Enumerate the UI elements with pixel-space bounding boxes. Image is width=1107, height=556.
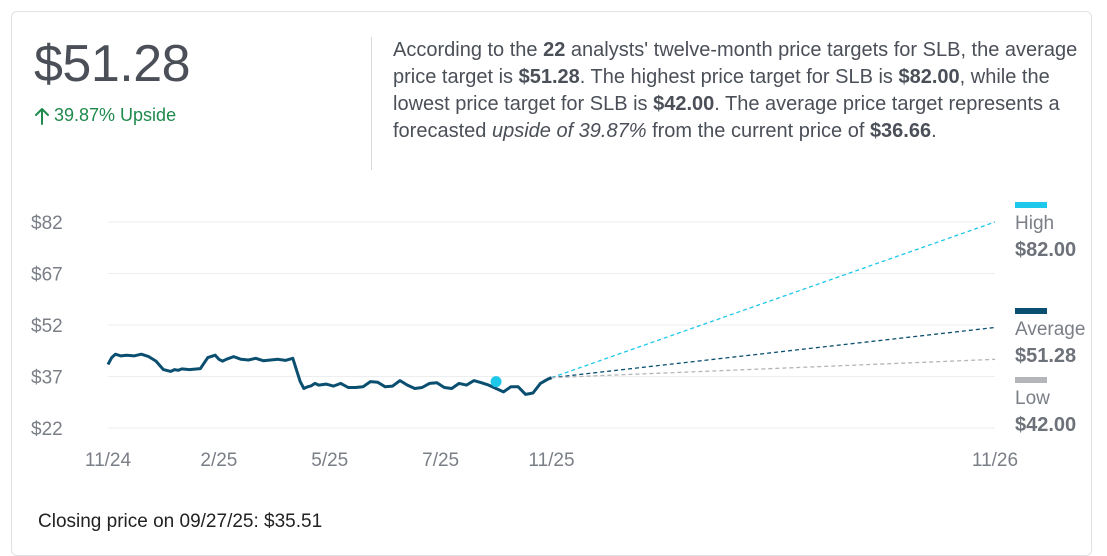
arrow-up-icon [35, 107, 49, 125]
summary-high: $82.00 [898, 66, 960, 88]
summary-text: . The highest price target for SLB is [579, 66, 899, 88]
upside-indicator: 39.87% Upside [34, 105, 176, 126]
price-series-line [106, 352, 553, 396]
x-tick-label: 11/26 [972, 450, 1018, 471]
summary-text: According to the [393, 39, 544, 61]
summary-low: $42.00 [653, 93, 715, 115]
price-target-chart: $82 $67 $52 $37 $22 11/24 2/25 5/25 7/25 11/25 11/… [31, 202, 1085, 471]
summary-text: analysts' twelve-month price targets for… [393, 39, 1078, 88]
y-tick-label: $52 [31, 316, 63, 337]
x-tick-label: 7/25 [422, 450, 459, 471]
price-target-card [11, 11, 1092, 556]
summary-current-price: $36.66 [869, 120, 932, 142]
x-tick-label: 11/25 [528, 450, 574, 471]
y-tick-label: $22 [31, 419, 63, 440]
low-legend-swatch [1015, 377, 1047, 383]
summary-text: . The average price target represents a … [393, 93, 1060, 142]
x-tick-label: 5/25 [311, 450, 348, 471]
analyst-count: 22 [543, 39, 566, 61]
y-tick-label: $37 [31, 368, 63, 389]
projection-low [551, 358, 996, 379]
y-tick-label: $82 [31, 213, 63, 234]
summary-text: from the current price of [646, 120, 870, 142]
projection-average [551, 326, 996, 379]
x-tick-label: 11/24 [85, 450, 132, 471]
upside-text: 39.87% Upside [54, 105, 177, 125]
price-target-summary: According to the 22 analysts' twelve-mon… [393, 37, 1083, 145]
x-tick-label: 2/25 [200, 450, 237, 471]
average-legend-value: $51.28 [1015, 345, 1076, 367]
average-legend-label: Average [1015, 319, 1085, 340]
projection-high [551, 221, 996, 379]
summary-text: . [931, 120, 937, 142]
header-divider [371, 37, 372, 170]
average-legend-swatch [1015, 308, 1047, 314]
y-tick-label: $67 [31, 265, 63, 286]
low-legend-label: Low [1015, 388, 1050, 409]
low-legend-value: $42.00 [1015, 414, 1076, 436]
summary-average: $51.28 [518, 66, 580, 88]
average-price-target: $51.28 [34, 35, 191, 93]
high-legend-value: $82.00 [1015, 239, 1076, 261]
closing-price: Closing price on 09/27/25: $35.51 [38, 511, 323, 532]
closing-price-marker [490, 376, 502, 388]
summary-text: , while the lowest price target for SLB … [393, 66, 1050, 115]
high-legend-swatch [1015, 202, 1047, 208]
high-legend-label: High [1015, 213, 1054, 234]
summary-upside: upside of 39.87% [491, 120, 647, 142]
